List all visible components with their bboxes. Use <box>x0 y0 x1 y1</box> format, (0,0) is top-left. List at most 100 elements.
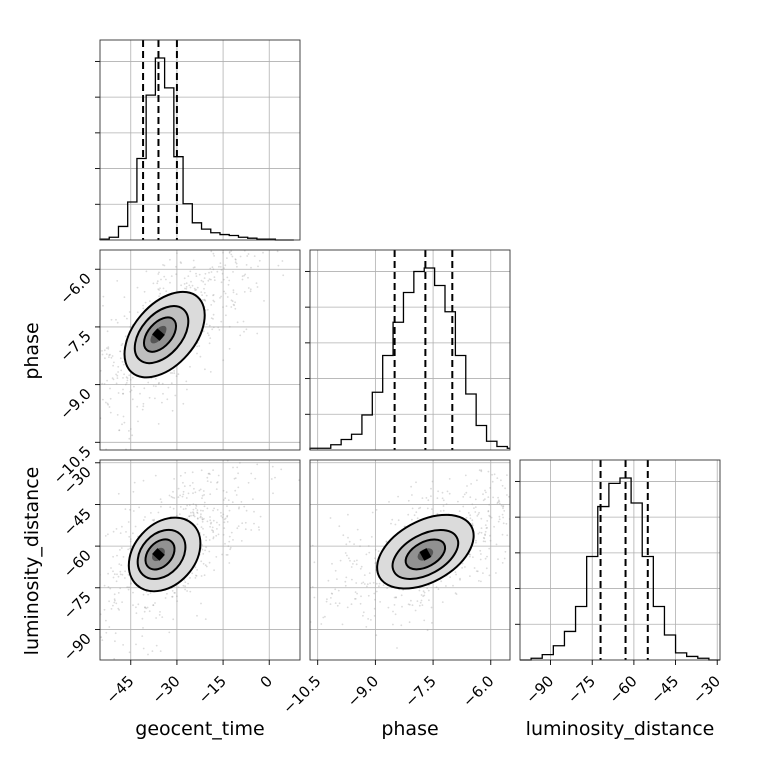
scatter-point <box>210 250 213 253</box>
y-tick-label-luminosity_distance-3: −45 <box>60 505 95 540</box>
scatter-point <box>125 376 128 379</box>
scatter-point <box>436 497 439 500</box>
scatter-point <box>464 474 467 477</box>
scatter-point <box>164 597 167 599</box>
scatter-point <box>141 617 144 620</box>
scatter-point <box>497 499 500 502</box>
scatter-point <box>374 562 377 565</box>
scatter-point <box>233 477 236 480</box>
scatter-point <box>87 581 89 583</box>
scatter-point <box>191 284 194 287</box>
contour-line-2 <box>144 538 176 571</box>
panel-background <box>100 40 300 240</box>
panel-frame <box>99 459 301 661</box>
x-tick-label-luminosity_distance-3: −45 <box>647 672 682 707</box>
scatter-point <box>373 592 376 595</box>
x-tick-label-phase-2: −7.5 <box>401 672 439 710</box>
scatter-point <box>204 564 207 567</box>
scatter-point <box>167 386 170 389</box>
scatter-point <box>431 480 434 483</box>
scatter-point <box>338 525 341 528</box>
scatter-point <box>117 365 120 368</box>
scatter-point <box>127 430 130 432</box>
scatter-point <box>514 535 516 537</box>
scatter-point <box>121 423 123 426</box>
scatter-point <box>220 320 223 323</box>
scatter-point <box>234 477 237 479</box>
scatter-point <box>484 498 486 500</box>
scatter-point <box>192 266 195 269</box>
scatter-point <box>225 491 228 494</box>
scatter-point <box>198 489 201 492</box>
scatter-point <box>419 601 422 604</box>
scatter-point <box>105 401 107 404</box>
scatter-point <box>118 429 121 432</box>
scatter-point <box>486 555 488 558</box>
scatter-point <box>207 472 210 475</box>
scatter-point <box>209 522 212 525</box>
scatter-point <box>212 299 215 302</box>
scatter-point <box>189 365 191 368</box>
scatter-point <box>142 627 144 629</box>
scatter-point <box>488 547 491 550</box>
scatter-point <box>139 392 141 395</box>
scatter-point <box>222 359 225 362</box>
scatter-point <box>158 271 160 274</box>
scatter-point <box>93 410 95 412</box>
scatter-point <box>337 589 340 592</box>
scatter-point <box>226 521 229 523</box>
scatter-point <box>238 507 240 510</box>
scatter-point <box>415 481 417 484</box>
scatter-point <box>515 537 517 539</box>
scatter-point <box>193 287 196 290</box>
scatter-point <box>151 650 154 652</box>
scatter-point <box>222 306 224 308</box>
scatter-point <box>480 580 482 583</box>
scatter-point <box>375 582 378 585</box>
scatter-point <box>107 533 109 536</box>
scatter-point <box>98 574 100 576</box>
scatter-point <box>467 512 470 514</box>
scatter-point <box>271 465 274 468</box>
scatter-point <box>469 517 472 520</box>
scatter-point <box>105 631 108 634</box>
x-tick-label-luminosity_distance-1: −75 <box>564 672 599 707</box>
scatter-point <box>473 507 475 509</box>
scatter-point <box>184 287 186 290</box>
scatter-point <box>498 500 501 503</box>
scatter-point <box>247 287 250 289</box>
scatter-point <box>205 546 208 549</box>
scatter-point <box>91 386 93 388</box>
scatter-point <box>223 267 225 270</box>
scatter-point <box>198 345 201 347</box>
scatter-point <box>202 330 205 333</box>
scatter-point <box>219 262 222 265</box>
scatter-point <box>441 491 444 494</box>
scatter-point <box>171 496 174 499</box>
scatter-point <box>73 375 75 377</box>
scatter-point <box>96 373 98 375</box>
scatter-point <box>216 521 218 524</box>
scatter-point <box>244 521 247 524</box>
histogram-panel-luminosity_distance <box>515 459 721 661</box>
scatter-point <box>108 356 110 358</box>
scatter-point <box>202 562 205 565</box>
scatter-point <box>161 401 163 404</box>
scatter-point <box>147 593 150 596</box>
scatter-point <box>204 618 207 620</box>
scatter-point <box>198 273 201 276</box>
scatter-point <box>111 355 114 357</box>
scatter-point <box>580 438 582 440</box>
scatter-point <box>161 382 164 385</box>
scatter-point <box>203 298 206 301</box>
scatter-point <box>223 521 226 524</box>
scatter-point <box>236 466 239 469</box>
scatter-point <box>476 515 479 517</box>
scatter-point <box>241 278 244 281</box>
scatter-point <box>218 329 221 331</box>
scatter-point <box>378 585 380 588</box>
y-axis-label-luminosity-distance: luminosity_distance <box>21 467 43 656</box>
scatter-point <box>471 524 474 527</box>
scatter-point <box>281 260 284 262</box>
scatter-point <box>211 529 213 531</box>
